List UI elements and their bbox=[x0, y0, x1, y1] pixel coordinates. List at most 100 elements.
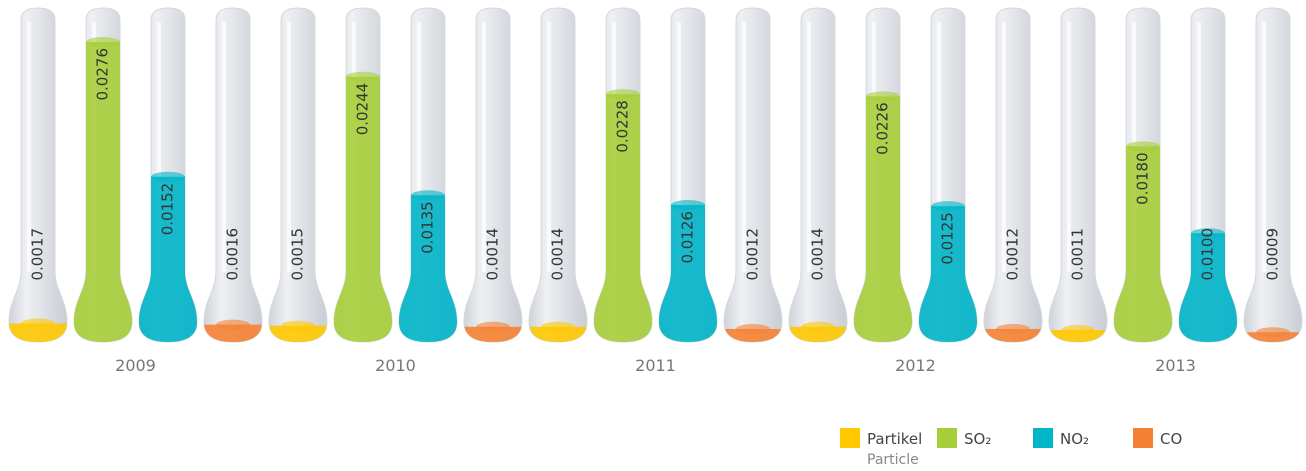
tube: 0.0276 bbox=[73, 7, 133, 343]
tube: 0.0009 bbox=[1243, 7, 1303, 343]
value-label: 0.0012 bbox=[1004, 228, 1022, 281]
tube: 0.0180 bbox=[1113, 7, 1173, 343]
tube-glass bbox=[463, 7, 523, 343]
value-label: 0.0152 bbox=[159, 183, 177, 236]
liquid bbox=[1244, 327, 1302, 342]
value-label: 0.0228 bbox=[614, 100, 632, 153]
liquid-surface bbox=[21, 318, 55, 329]
legend-swatch bbox=[840, 428, 860, 448]
tube-glass bbox=[788, 7, 848, 343]
liquid-surface bbox=[151, 171, 185, 182]
tube-highlight bbox=[677, 22, 681, 272]
liquid-surface bbox=[541, 321, 575, 332]
liquid-surface bbox=[996, 323, 1030, 334]
legend-swatch bbox=[1133, 428, 1153, 448]
tube: 0.0017 bbox=[8, 7, 68, 343]
tube-highlight bbox=[482, 22, 486, 272]
value-label: 0.0276 bbox=[94, 48, 112, 101]
liquid-bar bbox=[789, 326, 847, 342]
liquid bbox=[724, 323, 782, 342]
liquid-surface bbox=[1191, 228, 1225, 239]
tube: 0.0100 bbox=[1178, 7, 1238, 343]
tube: 0.0012 bbox=[983, 7, 1043, 343]
value-label: 0.0244 bbox=[354, 83, 372, 136]
value-label: 0.0012 bbox=[744, 228, 762, 281]
value-label: 0.0100 bbox=[1199, 228, 1217, 281]
liquid-surface bbox=[1061, 325, 1095, 336]
legend-sublabel: Particle bbox=[867, 452, 919, 468]
liquid-surface bbox=[86, 37, 120, 47]
value-label: 0.0014 bbox=[549, 228, 567, 281]
tube: 0.0135 bbox=[398, 7, 458, 343]
value-label: 0.0126 bbox=[679, 211, 697, 263]
tube-highlight bbox=[547, 22, 551, 272]
tube-highlight bbox=[417, 22, 421, 272]
tube-highlight bbox=[27, 22, 31, 272]
tube-highlight bbox=[157, 22, 161, 272]
legend-label: Partikel bbox=[867, 430, 922, 448]
value-label: 0.0014 bbox=[484, 228, 502, 281]
liquid-surface bbox=[736, 323, 770, 334]
value-label: 0.0180 bbox=[1134, 152, 1152, 205]
liquid-surface bbox=[671, 200, 705, 211]
tube: 0.0012 bbox=[723, 7, 783, 343]
liquid-surface bbox=[931, 201, 965, 212]
tube-glass bbox=[203, 7, 263, 343]
legend-label: SO₂ bbox=[964, 430, 991, 448]
liquid-surface bbox=[1256, 327, 1290, 338]
tube-glass bbox=[268, 7, 328, 343]
tube-highlight bbox=[1262, 22, 1266, 272]
year-label: 2010 bbox=[375, 356, 416, 375]
year-label: 2011 bbox=[635, 356, 676, 375]
tube-highlight bbox=[1197, 22, 1201, 272]
liquid bbox=[529, 321, 587, 342]
value-label: 0.0009 bbox=[1264, 228, 1282, 281]
value-label: 0.0017 bbox=[29, 228, 47, 281]
liquid bbox=[269, 320, 327, 342]
liquid bbox=[789, 321, 847, 342]
liquid bbox=[9, 318, 67, 342]
liquid-bar bbox=[724, 328, 782, 342]
liquid-bar bbox=[269, 325, 327, 342]
value-label: 0.0226 bbox=[874, 102, 892, 155]
tube-highlight bbox=[287, 22, 291, 272]
legend-label: CO bbox=[1160, 430, 1182, 448]
value-label: 0.0015 bbox=[289, 228, 307, 281]
year-label: 2012 bbox=[895, 356, 936, 375]
liquid bbox=[984, 323, 1042, 342]
tube: 0.0014 bbox=[788, 7, 848, 343]
liquid-bar bbox=[9, 323, 67, 342]
liquid-surface bbox=[281, 320, 315, 331]
liquid-bar bbox=[984, 328, 1042, 342]
liquid-surface bbox=[866, 91, 900, 102]
tube: 0.0016 bbox=[203, 7, 263, 343]
tube-glass bbox=[1048, 7, 1108, 343]
tube-glass bbox=[8, 7, 68, 343]
tube: 0.0244 bbox=[333, 7, 393, 343]
tube-highlight bbox=[1002, 22, 1006, 272]
liquid-surface bbox=[1126, 141, 1160, 152]
liquid-bar bbox=[204, 324, 262, 342]
value-label: 0.0016 bbox=[224, 228, 242, 281]
liquid bbox=[204, 319, 262, 342]
liquid-surface bbox=[801, 321, 835, 332]
tube-highlight bbox=[222, 22, 226, 272]
legend-swatch bbox=[1033, 428, 1053, 448]
tube-highlight bbox=[1067, 22, 1071, 272]
liquid-surface bbox=[216, 319, 250, 330]
tube: 0.0152 bbox=[138, 7, 198, 343]
liquid-bar bbox=[464, 326, 522, 342]
legend-label: NO₂ bbox=[1060, 430, 1089, 448]
value-label: 0.0014 bbox=[809, 228, 827, 281]
liquid-surface bbox=[346, 71, 380, 82]
liquid-surface bbox=[476, 321, 510, 332]
legend-swatch bbox=[937, 428, 957, 448]
tube-highlight bbox=[807, 22, 811, 272]
tube: 0.0126 bbox=[658, 7, 718, 343]
liquid bbox=[464, 321, 522, 342]
value-label: 0.0011 bbox=[1069, 228, 1087, 281]
tube: 0.0125 bbox=[918, 7, 978, 343]
tube: 0.0011 bbox=[1048, 7, 1108, 343]
liquid-surface bbox=[411, 190, 445, 201]
